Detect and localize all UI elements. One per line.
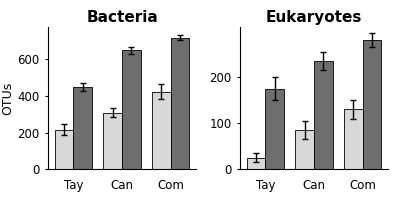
Bar: [73, 87, 92, 169]
Bar: [314, 61, 332, 169]
Title: Eukaryotes: Eukaryotes: [266, 10, 362, 25]
Bar: [171, 38, 189, 169]
Bar: [344, 109, 363, 169]
Bar: [104, 113, 122, 169]
Title: Bacteria: Bacteria: [86, 10, 158, 25]
Bar: [55, 130, 73, 169]
Bar: [296, 130, 314, 169]
Bar: [247, 158, 265, 169]
Bar: [363, 40, 381, 169]
Bar: [265, 89, 284, 169]
Y-axis label: OTUs: OTUs: [2, 81, 15, 114]
Bar: [152, 92, 171, 169]
Bar: [122, 50, 140, 169]
